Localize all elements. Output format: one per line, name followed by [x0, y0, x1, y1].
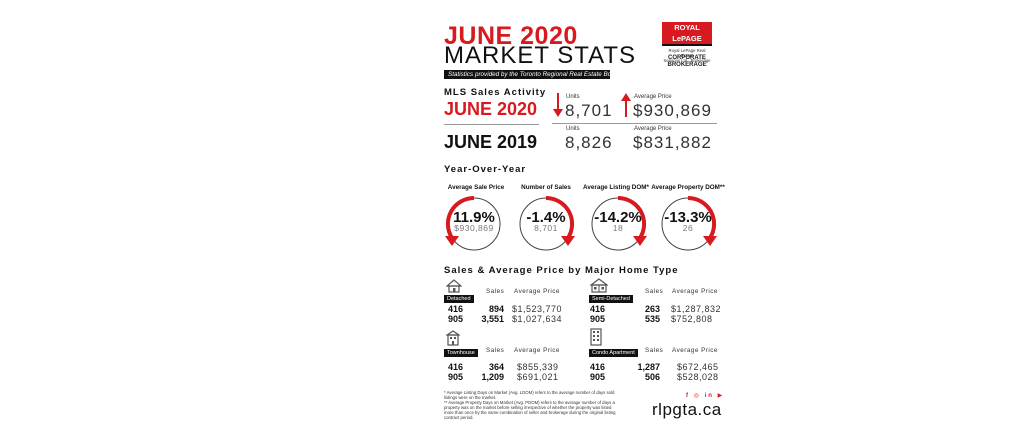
sales-col-header: Sales — [486, 347, 505, 354]
previous-units-value: 8,826 — [565, 133, 613, 152]
source-note: Statistics provided by the Toronto Regio… — [444, 70, 620, 79]
yoy-pct-listing-dom: -14.2% — [594, 209, 642, 226]
sales-col-header: Sales — [486, 288, 505, 295]
current-price-value: $930,869 — [633, 101, 712, 120]
price-value: $752,808 — [671, 314, 713, 324]
sales-value: 506 — [644, 372, 660, 382]
divider — [444, 124, 539, 125]
mls-heading: MLS Sales Activity — [444, 87, 547, 98]
yoy-circle-avg-sale-price — [445, 195, 501, 251]
area-code-416: 416 — [448, 304, 464, 314]
type-tag-semi-detached: Semi-Detached — [589, 295, 633, 303]
current-year-label: JUNE 2020 — [444, 99, 538, 119]
footnote-pdom: ** Average Property Days on Market (Avg.… — [444, 400, 616, 420]
sales-value: 535 — [644, 314, 660, 324]
arrow-up-icon — [621, 93, 631, 117]
area-code-416: 416 — [590, 362, 606, 372]
yoy-heading: Year-Over-Year — [444, 164, 527, 175]
brand-logo: ROYAL LePAGE Royal LePage Real Estate Se… — [662, 22, 712, 63]
yoy-circle-property-dom — [661, 195, 717, 251]
website-link[interactable]: rlpgta.ca — [652, 400, 722, 419]
area-code-905: 905 — [590, 372, 606, 382]
yoy-circle-number-of-sales — [519, 195, 575, 251]
title-market-stats: MARKET STATS — [444, 42, 637, 69]
price-value: $1,287,832 — [671, 304, 722, 314]
yoy-value-property-dom: 26 — [682, 223, 694, 233]
sales-value: 3,551 — [481, 314, 504, 324]
type-tag-townhouse: Townhouse — [444, 349, 478, 357]
yoy-pct-number-of-sales: -1.4% — [526, 209, 566, 226]
price-col-header: Average Price — [514, 347, 560, 354]
social-icons[interactable]: f ◎ in ▶ — [686, 393, 725, 399]
type-tag-detached: Detached — [444, 295, 474, 303]
price-value: $672,465 — [677, 362, 719, 372]
price-value: $528,028 — [677, 372, 719, 382]
townhouse-icon — [446, 330, 460, 346]
current-price-label: Average Price — [634, 94, 672, 100]
corporate-label-1: CORPORATE — [668, 55, 706, 61]
price-value: $1,523,770 — [512, 304, 563, 314]
price-value: $855,339 — [517, 362, 559, 372]
area-code-416: 416 — [448, 362, 464, 372]
logo-brand-box: ROYAL LePAGE — [662, 22, 712, 44]
previous-units-label: Units — [566, 126, 580, 132]
sales-value: 263 — [644, 304, 660, 314]
yoy-label-property-dom: Average Property DOM** — [651, 184, 725, 191]
yoy-label-avg-sale-price: Average Sale Price — [447, 184, 505, 191]
area-code-416: 416 — [590, 304, 606, 314]
divider — [552, 123, 717, 124]
yoy-value-avg-sale-price: $930,869 — [454, 223, 494, 233]
area-code-905: 905 — [448, 314, 464, 324]
semi-detached-icon — [590, 278, 608, 293]
house-icon — [446, 279, 462, 293]
price-value: $691,021 — [517, 372, 559, 382]
sales-value: 1,287 — [637, 362, 660, 372]
yoy-pct-avg-sale-price: 11.9% — [453, 209, 495, 226]
sales-value: 364 — [488, 362, 504, 372]
condo-icon — [590, 328, 602, 346]
price-value: $1,027,634 — [512, 314, 563, 324]
yoy-label-listing-dom: Average Listing DOM* — [583, 184, 649, 191]
type-tag-condo-apartment: Condo Apartment — [589, 349, 638, 357]
yoy-pct-property-dom: -13.3% — [664, 209, 712, 226]
price-col-header: Average Price — [672, 347, 718, 354]
footnote-ldom: * Average Listing Days on Market (Avg. L… — [444, 390, 615, 400]
corporate-label-2: BROKERAGE — [667, 62, 707, 68]
current-units-value: 8,701 — [565, 101, 613, 120]
yoy-value-number-of-sales: 8,701 — [534, 223, 558, 233]
area-code-905: 905 — [590, 314, 606, 324]
current-units-label: Units — [566, 94, 580, 100]
sales-col-header: Sales — [645, 347, 664, 354]
previous-year-label: JUNE 2019 — [444, 132, 538, 152]
yoy-circle-listing-dom — [591, 195, 647, 251]
previous-price-label: Average Price — [634, 126, 672, 132]
arrow-down-icon — [553, 93, 563, 117]
logo-sub-1: Royal LePage Real Estate — [668, 48, 706, 58]
sales-value: 894 — [488, 304, 504, 314]
yoy-label-number-of-sales: Number of Sales — [521, 184, 571, 191]
sales-value: 1,209 — [481, 372, 504, 382]
price-col-header: Average Price — [514, 288, 560, 295]
home-type-heading: Sales & Average Price by Major Home Type — [444, 265, 679, 276]
yoy-value-listing-dom: 18 — [612, 223, 624, 233]
logo-sub-2: Services Ltd., Brokerage — [663, 58, 711, 63]
title-month: JUNE 2020 — [444, 22, 578, 50]
area-code-905: 905 — [448, 372, 464, 382]
sales-col-header: Sales — [645, 288, 664, 295]
previous-price-value: $831,882 — [633, 133, 712, 152]
price-col-header: Average Price — [672, 288, 718, 295]
